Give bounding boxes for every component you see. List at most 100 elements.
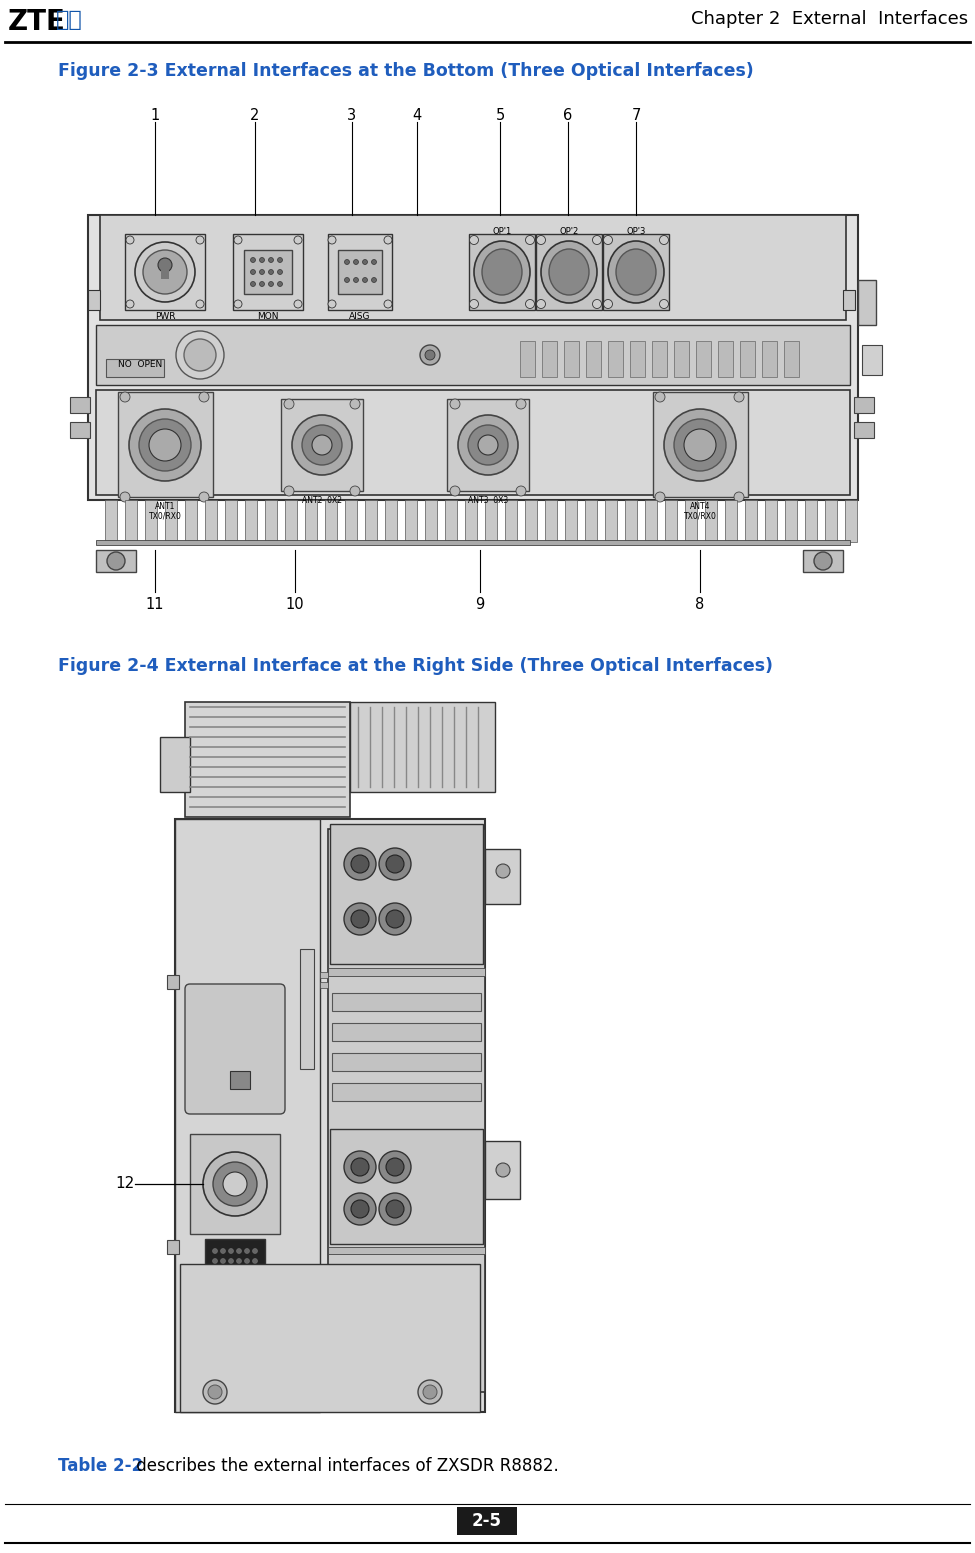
Bar [330, 825, 483, 964]
Text: ZTE: ZTE [8, 8, 66, 36]
Circle shape [350, 486, 360, 495]
Text: MON: MON [257, 312, 279, 321]
Circle shape [196, 300, 204, 307]
Bar [328, 235, 392, 311]
Text: 7: 7 [632, 109, 641, 123]
Bar [167, 975, 179, 989]
FancyBboxPatch shape [185, 985, 285, 1114]
Text: Figure 2-4 External Interface at the Right Side (Three Optical Interfaces): Figure 2-4 External Interface at the Rig… [58, 657, 773, 676]
Bar [564, 342, 579, 377]
Circle shape [294, 236, 302, 244]
Text: ANT2  0X2: ANT2 0X2 [302, 495, 342, 505]
Bar [803, 550, 843, 572]
Bar [630, 342, 645, 377]
Bar [762, 342, 777, 377]
Bar [845, 500, 857, 542]
Ellipse shape [541, 241, 597, 303]
Circle shape [450, 399, 460, 408]
Bar [652, 342, 667, 377]
Circle shape [199, 391, 209, 402]
Circle shape [237, 1249, 242, 1253]
Bar [233, 235, 303, 311]
Bar [185, 500, 197, 542]
Circle shape [363, 259, 368, 264]
Bar [320, 972, 328, 978]
Bar [565, 500, 577, 542]
Circle shape [655, 391, 665, 402]
Circle shape [228, 1269, 233, 1273]
Text: 5: 5 [495, 109, 505, 123]
Text: describes the external interfaces of ZXSDR R8882.: describes the external interfaces of ZXS… [131, 1457, 559, 1475]
Circle shape [386, 1159, 404, 1176]
Circle shape [344, 1151, 376, 1183]
Bar [625, 500, 637, 542]
Bar [696, 342, 711, 377]
Circle shape [516, 399, 526, 408]
Bar [505, 500, 517, 542]
Circle shape [734, 492, 744, 502]
Ellipse shape [608, 241, 664, 303]
Text: 6: 6 [564, 109, 572, 123]
Circle shape [593, 300, 602, 309]
Bar [858, 280, 876, 325]
Bar [167, 1239, 179, 1253]
Circle shape [251, 258, 255, 262]
Bar [485, 500, 497, 542]
Bar [665, 500, 677, 542]
Circle shape [199, 492, 209, 502]
Bar [96, 550, 136, 572]
Circle shape [135, 242, 195, 301]
Bar [70, 422, 90, 438]
Circle shape [196, 236, 204, 244]
Bar [605, 500, 617, 542]
Text: 11: 11 [145, 596, 164, 612]
Circle shape [107, 551, 125, 570]
Circle shape [228, 1249, 233, 1253]
Bar [425, 500, 437, 542]
Bar [585, 500, 597, 542]
Bar [485, 849, 520, 904]
Bar [185, 702, 350, 817]
Circle shape [379, 1193, 411, 1225]
Circle shape [423, 1385, 437, 1399]
Circle shape [420, 345, 440, 365]
Bar [245, 500, 257, 542]
Circle shape [220, 1249, 225, 1253]
Circle shape [371, 278, 376, 283]
Circle shape [344, 902, 376, 935]
Circle shape [328, 236, 336, 244]
Bar [350, 702, 495, 792]
Circle shape [278, 281, 283, 286]
Circle shape [213, 1258, 217, 1264]
Circle shape [223, 1173, 247, 1196]
Circle shape [245, 1258, 250, 1264]
Circle shape [386, 1200, 404, 1218]
Bar [765, 500, 777, 542]
Bar [330, 1129, 483, 1244]
Circle shape [354, 259, 359, 264]
Bar [265, 500, 277, 542]
Bar [190, 1134, 280, 1235]
Text: ANT3  0X3: ANT3 0X3 [468, 495, 508, 505]
Text: Chapter 2  External  Interfaces: Chapter 2 External Interfaces [691, 9, 968, 28]
Text: OP'1: OP'1 [492, 227, 512, 236]
Bar [674, 342, 689, 377]
Bar [285, 500, 297, 542]
Bar [745, 500, 757, 542]
Bar [653, 391, 748, 497]
Bar [469, 235, 535, 311]
Circle shape [139, 419, 191, 471]
Bar [854, 422, 874, 438]
Bar [345, 500, 357, 542]
Bar [843, 290, 855, 311]
Circle shape [354, 278, 359, 283]
Circle shape [351, 856, 369, 873]
Bar [608, 342, 623, 377]
Text: 4: 4 [412, 109, 421, 123]
Bar [542, 342, 557, 377]
Circle shape [312, 435, 332, 455]
Bar [100, 214, 846, 320]
Circle shape [253, 1258, 257, 1264]
Bar [300, 949, 314, 1068]
Circle shape [292, 415, 352, 475]
